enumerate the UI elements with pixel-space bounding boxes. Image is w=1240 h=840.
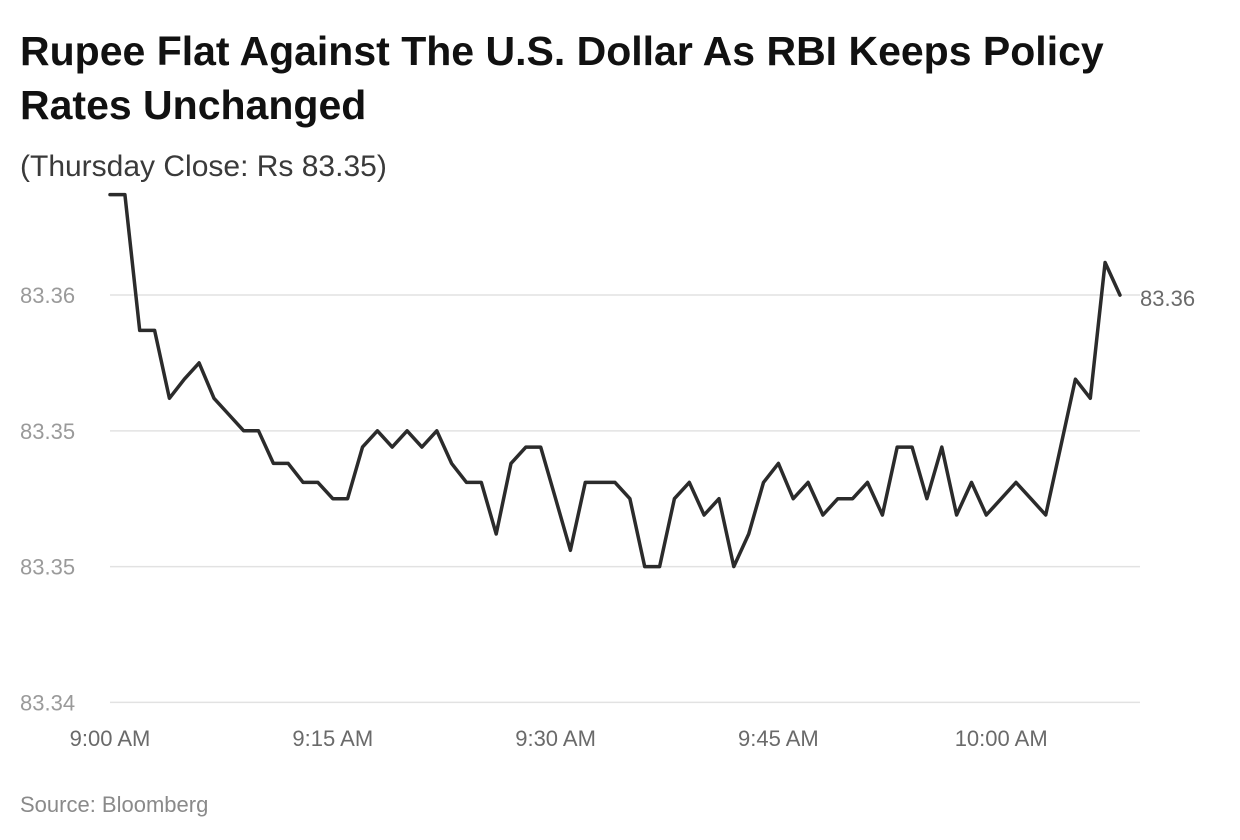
- line-chart: 83.34 83.35 83.35 83.36 9:00 AM 9:15 AM 9:30 …: [20, 192, 1195, 751]
- x-tick-label: 9:45 AM: [738, 726, 819, 751]
- series-line-usd-inr: [108, 192, 1122, 569]
- x-axis-labels: 9:00 AM 9:15 AM 9:30 AM 9:45 AM 10:00 AM: [70, 726, 1048, 751]
- y-tick-label: 83.36: [20, 283, 75, 308]
- gridlines: [110, 294, 1140, 704]
- y-tick-label: 83.35: [20, 555, 75, 580]
- end-value-label: 83.36: [1140, 286, 1195, 311]
- x-tick-label: 9:15 AM: [292, 726, 373, 751]
- source-note: Source: Bloomberg: [20, 792, 209, 817]
- y-tick-label: 83.34: [20, 690, 75, 715]
- y-tick-label: 83.35: [20, 419, 75, 444]
- chart-title: Rupee Flat Against The U.S. Dollar As RB…: [20, 28, 1104, 128]
- x-tick-label: 9:30 AM: [515, 726, 596, 751]
- x-tick-label: 9:00 AM: [70, 726, 151, 751]
- chart-subtitle: (Thursday Close: Rs 83.35): [20, 150, 387, 183]
- y-axis-labels: 83.34 83.35 83.35 83.36: [20, 283, 75, 715]
- x-tick-label: 10:00 AM: [955, 726, 1048, 751]
